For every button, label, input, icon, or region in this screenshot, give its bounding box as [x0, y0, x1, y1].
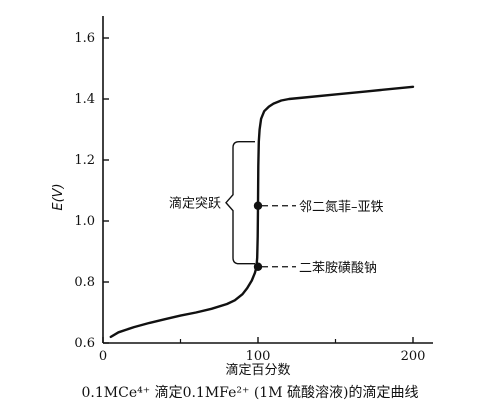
y-tick-label: 0.8: [74, 275, 95, 290]
y-tick-label: 0.6: [74, 336, 95, 351]
ticks: 0.6 0.8 1.0 1.2 1.4 1.6 0 100 200: [74, 31, 425, 364]
y-tick-label: 1.2: [74, 153, 95, 168]
axes: [102, 16, 433, 344]
jump-label: 滴定突跃: [169, 196, 221, 212]
titration-curve: [109, 85, 415, 339]
indicator-point: [253, 201, 263, 210]
x-axis-title: 滴定百分数: [225, 362, 290, 378]
y-axis-title: E(V): [51, 183, 66, 210]
y-tick-label: 1.0: [74, 214, 95, 229]
x-tick-label: 100: [246, 349, 271, 364]
indicator-label: 邻二氮菲–亚铁: [299, 200, 384, 215]
jump-bracket: [225, 141, 255, 265]
chart-caption: 0.1MCe⁴⁺ 滴定0.1MFe²⁺ (1M 硫酸溶液)的滴定曲线: [81, 385, 419, 401]
indicator-label: 二苯胺磺酸钠: [299, 261, 377, 276]
curve-layer: [109, 85, 415, 339]
x-tick-label: 200: [401, 349, 426, 364]
x-tick-label: 0: [99, 349, 107, 364]
y-tick-label: 1.4: [74, 92, 95, 107]
indicator-point: [253, 262, 263, 271]
y-tick-label: 1.6: [74, 31, 95, 46]
